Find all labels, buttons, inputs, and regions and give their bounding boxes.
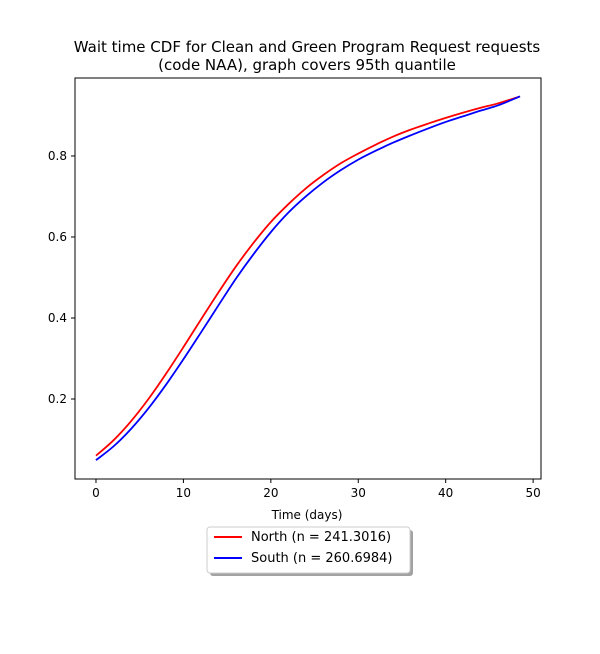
legend-label-south: South (n = 260.6984): [251, 551, 392, 566]
y-tick-label: 0.2: [48, 392, 67, 406]
x-tick-label: 50: [525, 486, 540, 500]
x-tick-label: 20: [263, 486, 278, 500]
x-tick-label: 40: [438, 486, 453, 500]
legend: North (n = 241.3016) South (n = 260.6984…: [206, 526, 413, 576]
series-line-south: [95, 95, 521, 461]
ticks-layer: 0 10 20 30 40 50 0.2 0.4 0.6 0.8: [48, 149, 541, 500]
y-tick-label: 0.4: [48, 311, 67, 325]
series-line-north: [95, 95, 521, 457]
chart-title-line-2: (code NAA), graph covers 95th quantile: [158, 56, 456, 74]
series-layer: [95, 95, 521, 461]
x-tick-label: 10: [176, 486, 191, 500]
y-tick-label: 0.8: [48, 149, 67, 163]
legend-label-north: North (n = 241.3016): [251, 530, 391, 545]
legend-box: [206, 526, 411, 574]
plot-frame: [74, 77, 542, 480]
x-tick-label: 30: [351, 486, 366, 500]
y-tick-label: 0.6: [48, 230, 67, 244]
chart-title-line-1: Wait time CDF for Clean and Green Progra…: [74, 38, 541, 56]
x-tick-label: 0: [92, 486, 100, 500]
x-axis-label: Time (days): [271, 508, 343, 522]
